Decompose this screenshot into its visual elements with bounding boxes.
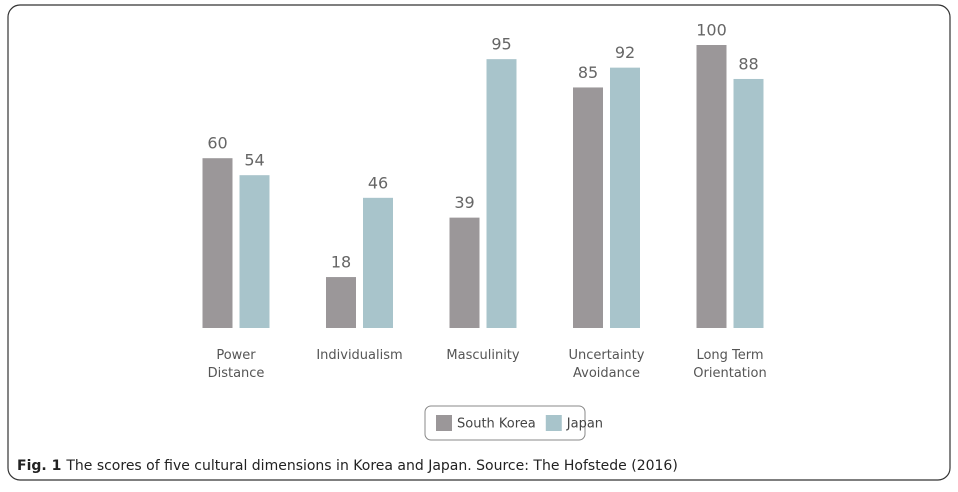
bar (696, 45, 727, 328)
bar (239, 175, 270, 328)
value-label: 54 (244, 151, 264, 170)
bar (363, 197, 393, 328)
caption-text: The scores of five cultural dimensions i… (65, 458, 677, 474)
caption-label: Fig. 1 (17, 458, 61, 474)
value-label: 85 (578, 63, 598, 82)
legend-swatch (436, 415, 452, 431)
bar (202, 158, 233, 328)
value-label: 46 (368, 173, 388, 192)
legend-box (424, 405, 586, 441)
bar (733, 78, 764, 329)
x-tick-label: Masculinity (446, 348, 520, 363)
x-tick-label: Individualism (316, 348, 402, 363)
legend-swatch (545, 415, 562, 431)
bar (326, 277, 356, 328)
legend-label: South Korea (457, 417, 536, 432)
bar (449, 217, 480, 328)
value-label: 100 (696, 21, 727, 40)
value-label: 60 (207, 134, 227, 153)
value-label: 95 (491, 35, 511, 54)
x-tick-label: Long Term Orientation (693, 348, 766, 381)
value-label: 39 (454, 193, 474, 212)
bar (573, 87, 603, 328)
x-tick-label: Uncertainty Avoidance (569, 348, 645, 381)
bar (486, 59, 517, 329)
bar (610, 67, 640, 328)
value-label: 88 (738, 54, 758, 73)
frame (7, 4, 951, 481)
x-tick-label: Power Distance (208, 348, 265, 381)
value-label: 18 (331, 253, 351, 272)
caption: Fig. 1 The scores of five cultural dimens… (17, 458, 678, 474)
legend-label: Japan (566, 417, 603, 432)
value-label: 92 (615, 43, 635, 62)
legend: South Korea Japan (424, 405, 603, 441)
